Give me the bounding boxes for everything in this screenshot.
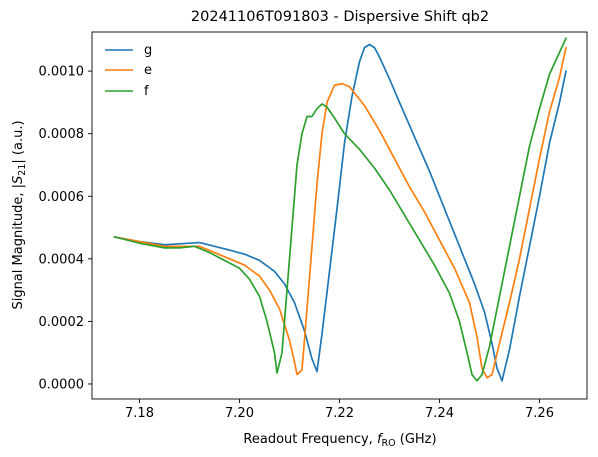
y-tick-label: 0.0008 bbox=[39, 127, 85, 142]
axes-frame bbox=[91, 31, 588, 400]
y-tick-label: 0.0006 bbox=[39, 190, 85, 205]
legend-entry-e: e bbox=[105, 63, 152, 78]
y-axis: 0.0000 0.0002 0.0004 0.0006 0.0008 0.0010 bbox=[39, 65, 92, 392]
legend-entry-f: f bbox=[105, 84, 149, 99]
legend-label-e: e bbox=[144, 63, 152, 78]
x-axis-title: Readout Frequency, fRO (GHz) bbox=[243, 432, 436, 449]
series-line-g bbox=[113, 43, 567, 382]
legend-entry-g: g bbox=[105, 43, 152, 58]
legend-label-g: g bbox=[144, 43, 152, 58]
series-layer bbox=[113, 37, 567, 382]
x-tick-label: 7.26 bbox=[525, 406, 554, 421]
x-tick-label: 7.20 bbox=[225, 406, 254, 421]
plot-area bbox=[91, 31, 588, 400]
legend: g e f bbox=[105, 43, 152, 99]
y-tick-label: 0.0004 bbox=[39, 252, 85, 267]
legend-label-f: f bbox=[144, 84, 149, 99]
series-line-f bbox=[113, 37, 567, 382]
y-tick-label: 0.0010 bbox=[39, 65, 85, 80]
x-tick-label: 7.24 bbox=[425, 406, 454, 421]
chart-title: 20241106T091803 - Dispersive Shift qb2 bbox=[191, 9, 489, 25]
x-tick-label: 7.18 bbox=[125, 406, 154, 421]
x-axis: 7.18 7.20 7.22 7.24 7.26 bbox=[125, 399, 554, 421]
y-tick-label: 0.0000 bbox=[39, 377, 85, 392]
series-line-e bbox=[113, 46, 567, 379]
x-tick-label: 7.22 bbox=[325, 406, 354, 421]
y-tick-label: 0.0002 bbox=[39, 315, 85, 330]
y-axis-title: Signal Magnitude, |S21| (a.u.) bbox=[11, 120, 28, 309]
